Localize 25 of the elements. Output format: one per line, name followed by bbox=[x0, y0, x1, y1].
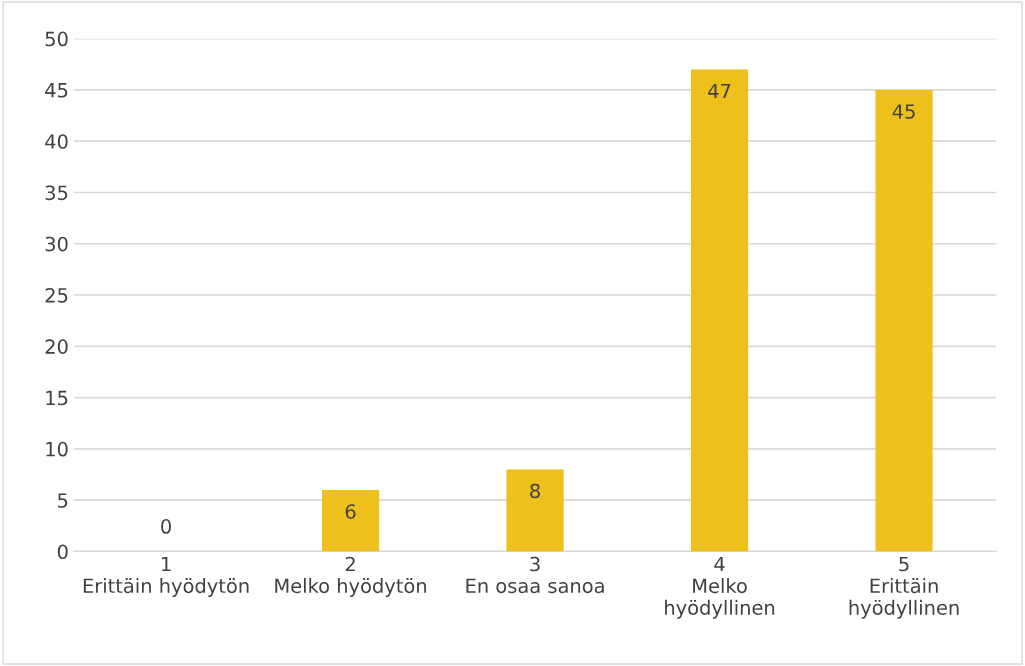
data-label: 8 bbox=[530, 483, 540, 499]
bar bbox=[875, 89, 933, 552]
y-tick-label: 35 bbox=[45, 185, 68, 201]
y-tick-label: 20 bbox=[45, 339, 68, 354]
bar bbox=[321, 489, 380, 552]
y-tick-label: 25 bbox=[45, 287, 68, 303]
y-tick-label: 10 bbox=[46, 441, 68, 457]
x-tick-label: 1 Erittäin hyödytön bbox=[83, 556, 249, 597]
data-label: 47 bbox=[708, 83, 731, 99]
y-tick-label: 30 bbox=[45, 236, 68, 252]
x-tick-label: 5 Erittäin hyödyllinen bbox=[849, 556, 959, 619]
y-tick-label: 5 bbox=[58, 493, 68, 508]
x-tick-label: 3 En osaa sanoa bbox=[466, 556, 604, 594]
data-label: 6 bbox=[345, 504, 356, 519]
bar bbox=[690, 69, 749, 552]
x-tick-label: 4 Melko hyödyllinen bbox=[665, 556, 775, 619]
data-label: 0 bbox=[161, 519, 171, 534]
data-label: 45 bbox=[892, 104, 915, 119]
y-tick-label: 0 bbox=[57, 544, 68, 560]
y-tick-label: 50 bbox=[45, 31, 68, 47]
bar bbox=[506, 469, 564, 552]
y-tick-label: 40 bbox=[45, 134, 68, 149]
x-tick-label: 2 Melko hyödytön bbox=[275, 556, 426, 597]
y-tick-label: 45 bbox=[45, 83, 68, 98]
y-tick-label: 15 bbox=[46, 390, 68, 406]
